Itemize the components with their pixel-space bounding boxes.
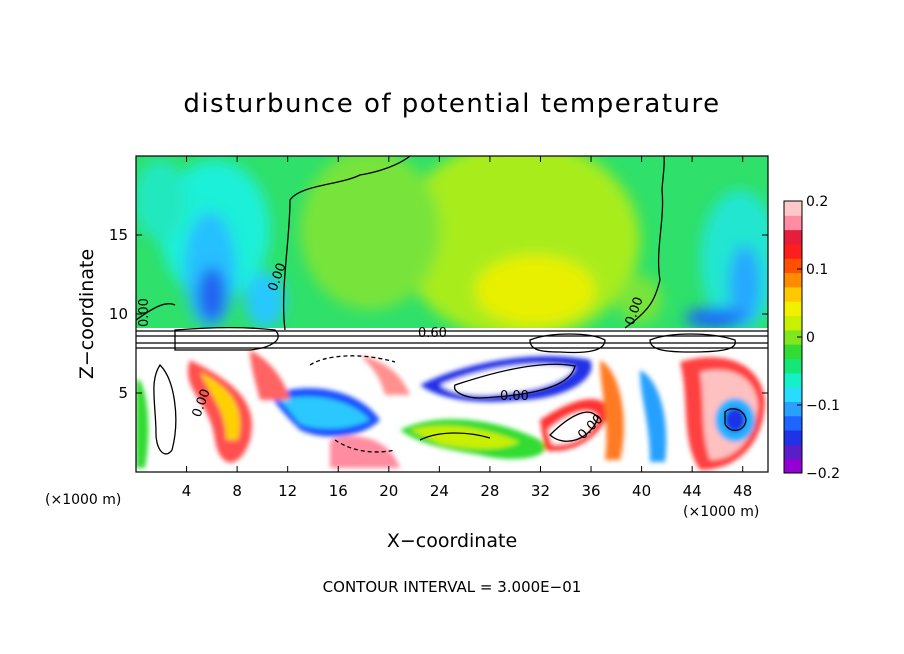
y-axis: 5 10 15 <box>109 226 768 402</box>
x-tick-label: 16 <box>329 482 348 500</box>
colorbar-swatch <box>784 272 802 288</box>
colorbar-swatch <box>784 301 802 317</box>
x-axis: 4 8 12 16 20 24 28 32 36 40 44 48 <box>182 156 752 500</box>
y-tick-label: 5 <box>118 384 128 402</box>
colorbar-swatch <box>784 415 802 431</box>
colorbar-swatch <box>784 444 802 460</box>
y-axis-title: Z−coordinate <box>76 249 98 379</box>
colorbar-swatch <box>784 401 802 417</box>
contour-label: 0.00 <box>500 389 529 404</box>
colorbar-swatch <box>784 215 802 231</box>
contour-lines <box>136 156 768 455</box>
colorbar-swatch <box>784 387 802 402</box>
x-tick-label: 44 <box>683 482 702 500</box>
chart-title: disturbunce of potential temperature <box>183 89 720 119</box>
x-tick-label: 24 <box>430 482 449 500</box>
y-tick-label: 15 <box>109 226 128 244</box>
x-tick-label: 4 <box>182 482 192 500</box>
colorbar-swatch <box>784 372 802 388</box>
colorbar-swatch <box>784 315 802 331</box>
colorbar-swatch <box>784 430 802 445</box>
colorbar-swatch <box>784 344 802 359</box>
x-tick-label: 28 <box>480 482 499 500</box>
colorbar-tick-label: 0 <box>806 330 815 346</box>
x-tick-label: 8 <box>232 482 242 500</box>
x-tick-label: 12 <box>278 482 297 500</box>
x-tick-label: 32 <box>531 482 550 500</box>
x-unit-label-right: (×1000 m) <box>683 504 759 520</box>
colorbar-swatch <box>784 229 802 245</box>
x-tick-label: 40 <box>632 482 651 500</box>
upper-field-shading <box>136 156 768 340</box>
colorbar-swatch <box>784 329 802 345</box>
x-axis-title: X−coordinate <box>387 530 517 552</box>
colorbar-swatch <box>784 201 802 216</box>
contour-label: 0.60 <box>418 326 447 341</box>
x-tick-label: 20 <box>379 482 398 500</box>
colorbar-swatch <box>784 358 802 374</box>
colorbar-tick-label: −0.1 <box>806 398 840 414</box>
x-tick-label: 36 <box>581 482 600 500</box>
plot-area: 0.00 0.00 0.00 0.60 0.00 0.00 0.00 <box>136 156 768 472</box>
colorbar-tick-label: −0.2 <box>806 466 840 482</box>
colorbar-swatch <box>784 258 802 274</box>
colorbar-swatch <box>784 458 802 474</box>
contour-label: 0.00 <box>137 298 152 327</box>
colorbar-swatch <box>784 286 802 302</box>
y-tick-label: 10 <box>109 305 128 323</box>
colorbar-tick-label: 0.1 <box>806 262 828 278</box>
colorbar-swatch <box>784 243 802 259</box>
lower-field-shading <box>136 350 765 470</box>
x-unit-label-left: (×1000 m) <box>45 492 121 508</box>
colorbar-tick-label: 0.2 <box>806 194 828 210</box>
x-tick-label: 48 <box>733 482 752 500</box>
colorbar: 0.2 0.1 0 −0.1 −0.2 <box>783 194 840 482</box>
contour-interval-note: CONTOUR INTERVAL = 3.000E−01 <box>323 578 582 596</box>
